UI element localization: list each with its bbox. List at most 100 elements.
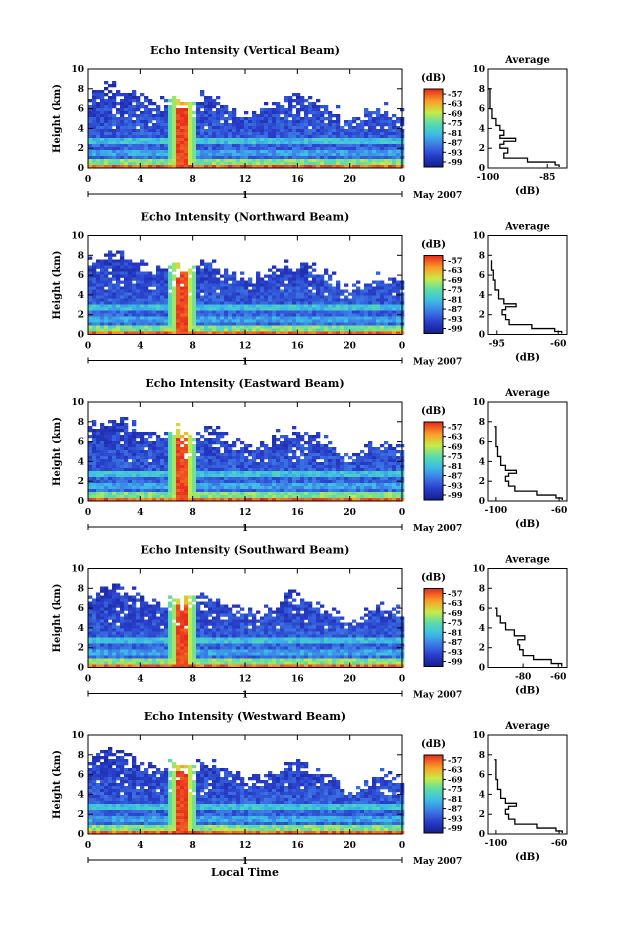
colorbar-tick-label: -93 — [448, 647, 463, 657]
y-tick-label: 2 — [78, 644, 84, 654]
colorbar-tick-label: -87 — [448, 138, 462, 148]
date-label: May 2007 — [413, 191, 462, 201]
x-tick-label: 0 — [85, 675, 91, 685]
x-tick-label: 4 — [137, 175, 143, 185]
x-tick-label: 0 — [399, 342, 405, 352]
date-marker: 1 — [242, 857, 248, 867]
profile-frame — [487, 68, 568, 169]
colorbar-tick-label: -99 — [448, 490, 463, 500]
y-tick-label: 6 — [78, 438, 84, 448]
x-tick-label: 16 — [291, 508, 304, 518]
profile-y-tick-label: 10 — [472, 232, 485, 242]
y-tick-label: 4 — [78, 124, 84, 134]
profile-x-tick-label: -60 — [551, 506, 567, 516]
x-tick-label: 0 — [399, 175, 405, 185]
y-tick-label: 2 — [78, 810, 84, 820]
date-marker: 1 — [242, 691, 248, 701]
profile-frame — [487, 401, 568, 502]
x-tick-label: 0 — [85, 508, 91, 518]
echo-heatmap — [88, 250, 405, 335]
x-axis: 0 4 8 12 16 20 0 — [85, 735, 405, 851]
colorbar-tick-label: -87 — [448, 471, 462, 481]
y-tick-label: 8 — [78, 85, 84, 95]
profile-y-tick-label: 2 — [479, 144, 485, 154]
colorbar-tick-label: -81 — [448, 128, 462, 138]
y-axis: 0 2 4 6 8 10 — [71, 398, 402, 507]
x-tick-label: 20 — [343, 508, 356, 518]
date-label: May 2007 — [413, 524, 462, 534]
x-axis: 0 4 8 12 16 20 0 — [85, 69, 405, 185]
panel-5: Echo Intensity (Westward Beam)0 4 8 12 16 20 0… — [52, 710, 568, 879]
colorbar — [423, 255, 444, 334]
profile-line — [490, 260, 563, 334]
average-profile: Average 0 2 4 6 8 10 -100 -60 (dB) — [472, 388, 568, 530]
colorbar-tick-label: -75 — [448, 285, 462, 295]
y-axis-label: Height (km) — [52, 750, 63, 819]
panel-3: Echo Intensity (Eastward Beam)0 4 8 12 16 20 0… — [52, 377, 568, 534]
profile-y-tick-label: 8 — [479, 751, 485, 761]
profile-x-label: (dB) — [515, 353, 540, 364]
y-tick-label: 0 — [78, 331, 84, 341]
profile-x-tick-label: -100 — [485, 839, 508, 849]
profile-y-tick-label: 4 — [479, 124, 485, 134]
profile-y-tick-label: 4 — [479, 457, 485, 467]
profile-x-tick-label: -60 — [550, 673, 566, 683]
chart-title: Echo Intensity (Westward Beam) — [144, 710, 346, 723]
y-tick-label: 4 — [78, 291, 84, 301]
x-tick-label: 12 — [239, 841, 252, 851]
profile-title: Average — [504, 721, 550, 732]
y-tick-label: 4 — [78, 624, 84, 634]
profile-y-tick-label: 6 — [479, 105, 485, 115]
chart-title: Echo Intensity (Vertical Beam) — [150, 44, 340, 57]
profile-y-tick-label: 6 — [479, 604, 485, 614]
chart-title: Echo Intensity (Southward Beam) — [141, 544, 350, 557]
panel-4: Echo Intensity (Southward Beam)0 4 8 12 16 20… — [52, 544, 568, 701]
profile-y-tick-label: 0 — [479, 164, 485, 174]
y-tick-label: 10 — [71, 232, 84, 242]
x-tick-label: 12 — [239, 508, 252, 518]
y-tick-label: 6 — [78, 105, 84, 115]
profile-title: Average — [504, 55, 550, 66]
colorbar-tick-label: -99 — [448, 657, 463, 667]
average-profile: Average 0 2 4 6 8 10 -100 -85 (dB) — [472, 55, 568, 197]
x-axis-label: Local Time — [211, 866, 279, 879]
x-tick-label: 0 — [399, 841, 405, 851]
profile-y-tick-label: 2 — [479, 311, 485, 321]
echo-heatmap — [88, 583, 405, 668]
colorbar-tick-label: -57 — [448, 589, 462, 599]
x-tick-label: 8 — [190, 342, 196, 352]
colorbar-tick-label: -81 — [448, 461, 462, 471]
colorbar-tick-label: -81 — [448, 294, 462, 304]
profile-y-tick-label: 0 — [479, 331, 485, 341]
profile-x-tick-label: -100 — [477, 173, 500, 183]
echo-heatmap — [88, 747, 405, 835]
profile-y-tick-label: 4 — [479, 790, 485, 800]
profile-y-tick-label: 2 — [479, 477, 485, 487]
profile-x-label: (dB) — [515, 519, 540, 530]
profile-x-tick-label: -95 — [489, 340, 505, 350]
y-tick-label: 8 — [78, 751, 84, 761]
colorbar-tick-label: -87 — [448, 804, 462, 814]
chart-title: Echo Intensity (Northward Beam) — [141, 211, 350, 224]
y-tick-label: 4 — [78, 790, 84, 800]
date-label: May 2007 — [413, 358, 462, 368]
profile-x-tick-label: -60 — [550, 340, 566, 350]
profile-x-tick-label: -80 — [515, 673, 531, 683]
x-tick-label: 0 — [399, 675, 405, 685]
colorbar-tick-label: -99 — [448, 157, 463, 167]
x-tick-label: 0 — [85, 342, 91, 352]
colorbar-tick-label: -57 — [448, 256, 462, 266]
colorbar — [423, 754, 444, 834]
y-tick-label: 0 — [78, 497, 84, 507]
y-tick-label: 2 — [78, 144, 84, 154]
x-tick-label: 16 — [291, 675, 304, 685]
profile-y-tick-label: 0 — [479, 664, 485, 674]
x-tick-label: 8 — [190, 841, 196, 851]
profile-title: Average — [504, 555, 550, 566]
colorbar-tick-label: -57 — [448, 422, 462, 432]
y-tick-label: 6 — [78, 271, 84, 281]
colorbar-unit: (dB) — [421, 573, 446, 584]
profile-frame — [487, 235, 568, 335]
x-axis: 0 4 8 12 16 20 0 — [85, 568, 405, 685]
